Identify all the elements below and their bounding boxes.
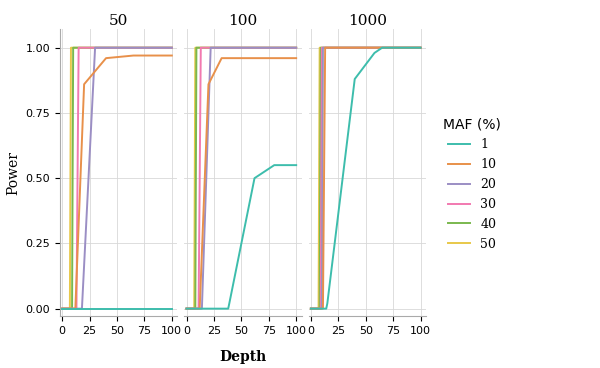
- Line: 10: 10: [187, 58, 296, 309]
- 10: [319, 307, 326, 311]
- 50: [168, 46, 175, 50]
- 10: [218, 56, 225, 60]
- 20: [417, 46, 424, 50]
- 1: [226, 301, 233, 306]
- 10: [417, 46, 424, 50]
- 1: [351, 77, 358, 81]
- 50: [315, 307, 322, 311]
- 10: [183, 307, 190, 311]
- Line: 40: 40: [311, 48, 421, 309]
- 20: [293, 46, 300, 50]
- 10: [293, 56, 300, 60]
- Line: 20: 20: [311, 48, 421, 309]
- 50: [59, 307, 66, 311]
- 10: [168, 53, 175, 58]
- Title: 100: 100: [229, 14, 257, 28]
- 30: [318, 46, 325, 50]
- 20: [79, 307, 86, 311]
- 50: [307, 307, 314, 311]
- 50: [293, 46, 300, 50]
- Line: 1: 1: [311, 48, 421, 309]
- 30: [307, 307, 314, 311]
- 1: [293, 163, 300, 167]
- 30: [195, 307, 202, 311]
- 10: [59, 307, 66, 311]
- Legend: 1, 10, 20, 30, 40, 50: 1, 10, 20, 30, 40, 50: [438, 112, 506, 256]
- 10: [130, 53, 137, 58]
- 40: [183, 307, 190, 311]
- 40: [68, 307, 76, 311]
- 10: [322, 46, 329, 50]
- 50: [66, 307, 73, 311]
- 50: [191, 307, 198, 311]
- 40: [59, 307, 66, 311]
- Line: 40: 40: [187, 48, 296, 309]
- 40: [70, 46, 77, 50]
- Line: 50: 50: [311, 48, 421, 309]
- 50: [316, 46, 323, 50]
- 40: [293, 46, 300, 50]
- 1: [271, 163, 278, 167]
- Line: 20: 20: [187, 48, 296, 309]
- Line: 30: 30: [62, 48, 172, 309]
- Line: 50: 50: [62, 48, 172, 309]
- Line: 10: 10: [311, 48, 421, 309]
- 30: [293, 46, 300, 50]
- 20: [318, 307, 325, 311]
- 20: [168, 46, 175, 50]
- 1: [224, 307, 232, 311]
- 1: [324, 301, 331, 306]
- 30: [417, 46, 424, 50]
- 50: [192, 46, 199, 50]
- 10: [307, 307, 314, 311]
- 10: [72, 307, 79, 311]
- 40: [193, 46, 200, 50]
- 20: [183, 307, 190, 311]
- 10: [205, 82, 212, 86]
- Line: 40: 40: [62, 48, 172, 309]
- Line: 50: 50: [187, 48, 296, 309]
- 30: [197, 46, 205, 50]
- Line: 1: 1: [187, 165, 296, 309]
- 20: [207, 46, 214, 50]
- 40: [307, 307, 314, 311]
- 1: [251, 176, 258, 180]
- 30: [183, 307, 190, 311]
- Line: 10: 10: [62, 56, 172, 309]
- 20: [198, 307, 205, 311]
- 10: [196, 307, 203, 311]
- 50: [417, 46, 424, 50]
- 50: [183, 307, 190, 311]
- 30: [59, 307, 66, 311]
- 50: [67, 46, 74, 50]
- Title: 50: 50: [109, 14, 128, 28]
- 40: [192, 307, 199, 311]
- Y-axis label: Power: Power: [6, 151, 20, 195]
- 40: [168, 46, 175, 50]
- 30: [168, 46, 175, 50]
- 10: [80, 82, 88, 86]
- Line: 20: 20: [62, 48, 172, 309]
- 40: [317, 46, 325, 50]
- 30: [317, 307, 325, 311]
- Line: 30: 30: [187, 48, 296, 309]
- 1: [183, 307, 190, 311]
- 20: [319, 46, 326, 50]
- Line: 30: 30: [311, 48, 421, 309]
- 1: [417, 46, 424, 50]
- 1: [371, 51, 378, 55]
- 30: [75, 46, 82, 50]
- Text: Depth: Depth: [220, 350, 266, 364]
- 1: [307, 307, 314, 311]
- Title: 1000: 1000: [348, 14, 387, 28]
- 30: [73, 307, 80, 311]
- 20: [91, 46, 98, 50]
- 1: [323, 307, 330, 311]
- 40: [316, 307, 323, 311]
- 20: [59, 307, 66, 311]
- 40: [417, 46, 424, 50]
- 10: [103, 56, 110, 60]
- 20: [307, 307, 314, 311]
- 1: [379, 46, 386, 50]
